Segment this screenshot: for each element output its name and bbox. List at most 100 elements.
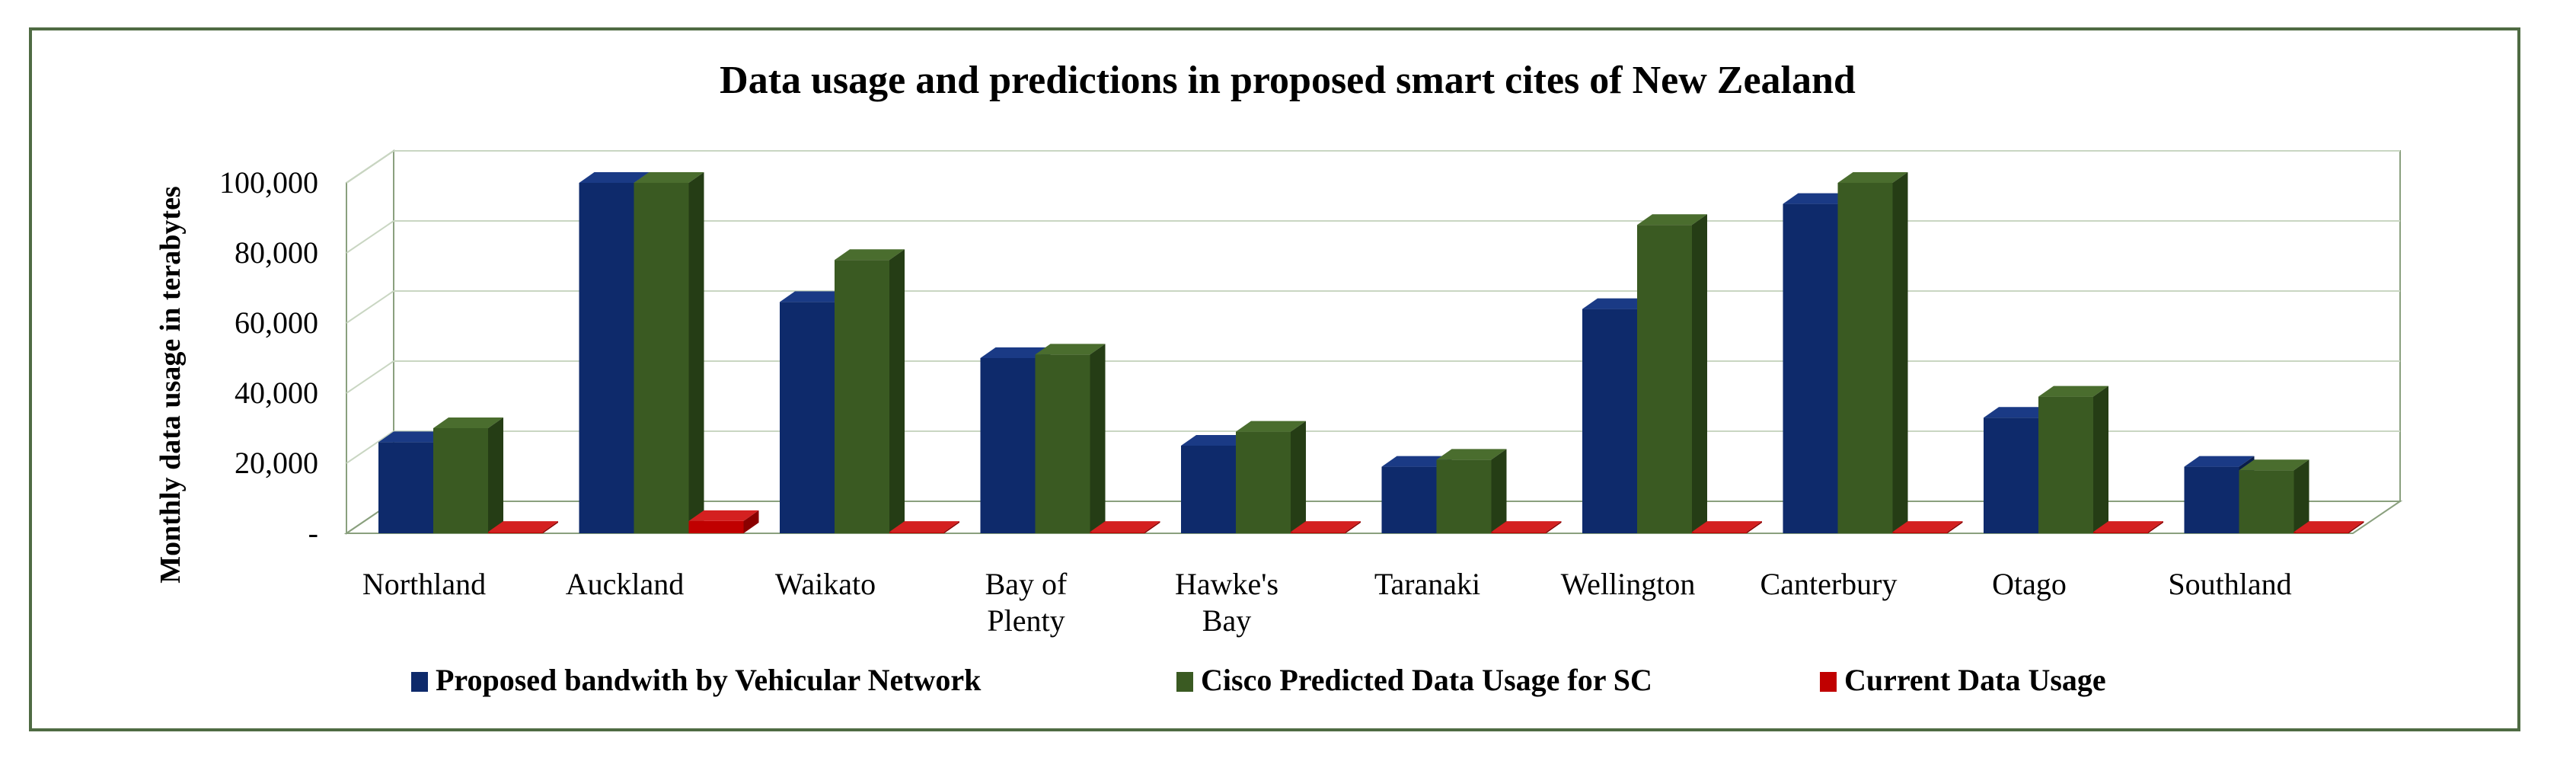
bar-front — [1837, 183, 1893, 533]
chart-title: Data usage and predictions in proposed s… — [720, 59, 1856, 102]
y-tick-label: 80,000 — [235, 235, 318, 270]
bar-front — [1892, 532, 1948, 533]
bar-front — [1582, 309, 1637, 533]
bar — [1436, 449, 1507, 533]
gridlines — [346, 150, 2400, 464]
bar — [488, 521, 558, 533]
bar — [1236, 421, 1306, 533]
bar-front — [1381, 466, 1437, 533]
bar-side — [1546, 521, 1562, 533]
bar-top — [2093, 521, 2163, 533]
bar-side — [2294, 459, 2309, 533]
bar-front — [1090, 532, 1145, 533]
bar-top — [1236, 421, 1306, 432]
bar-top — [579, 172, 650, 183]
bar — [2239, 459, 2309, 533]
bar-side — [2093, 386, 2108, 533]
bar-top — [1090, 521, 1160, 533]
legend-label: Proposed bandwith by Vehicular Network — [436, 663, 982, 697]
bar-top — [1181, 435, 1251, 446]
y-tick-label: 100,000 — [219, 165, 318, 200]
legend-swatch — [411, 672, 428, 692]
bar-side — [1291, 421, 1306, 533]
y-tick-label: - — [308, 516, 318, 550]
bar-top — [980, 347, 1051, 358]
bar-top — [2184, 456, 2255, 467]
bar-front — [488, 532, 543, 533]
bar-front — [1637, 225, 1692, 533]
bar-front — [378, 442, 433, 533]
bar — [1837, 172, 1908, 533]
bar — [1035, 344, 1106, 533]
bar — [1892, 521, 1963, 533]
bar-top — [1692, 521, 1762, 533]
bar-front — [579, 183, 634, 533]
x-tick-label: Plenty — [987, 603, 1065, 638]
bar-front — [2239, 470, 2294, 533]
bar — [1637, 214, 1707, 533]
bar-front — [1291, 532, 1345, 533]
bar-side — [1692, 214, 1707, 533]
bar-side — [743, 510, 759, 533]
x-tick-label: Hawke's — [1175, 567, 1278, 601]
bar-top — [2239, 459, 2309, 471]
bar-top — [1436, 449, 1507, 460]
bar — [634, 172, 704, 533]
gridline-depth — [346, 430, 394, 464]
bar-side — [2148, 521, 2163, 533]
bar — [433, 417, 503, 533]
bar-front — [2184, 466, 2239, 533]
bar-side — [889, 249, 905, 533]
bar — [1291, 521, 1361, 533]
bar-front — [634, 183, 689, 533]
x-tick-label: Bay — [1202, 603, 1251, 638]
gridline-depth — [346, 220, 394, 254]
x-tick-label: Otago — [1992, 567, 2067, 601]
bar — [1491, 521, 1562, 533]
bar-top — [488, 521, 558, 533]
x-tick-label: Wellington — [1561, 567, 1696, 601]
x-tick-label: Canterbury — [1760, 567, 1898, 601]
bar-side — [1090, 344, 1106, 533]
bar — [2294, 521, 2364, 533]
bar — [2038, 386, 2108, 533]
bar-top — [1381, 456, 1452, 467]
bar-front — [1783, 203, 1838, 533]
bar-front — [2294, 532, 2349, 533]
bar-top — [378, 431, 448, 443]
bar-side — [2348, 521, 2364, 533]
chart-frame — [29, 27, 2520, 731]
x-tick-label: Auckland — [566, 567, 685, 601]
x-tick-label: Waikato — [775, 567, 876, 601]
y-axis-ticks: - 20,000 40,000 60,000 80,000 100,000 — [219, 165, 318, 550]
x-tick-label: Taranaki — [1374, 567, 1480, 601]
bar-front — [433, 428, 488, 533]
bar-side — [1345, 521, 1361, 533]
bar-top — [780, 291, 850, 302]
bar-front — [780, 302, 835, 533]
bar-top — [1582, 298, 1652, 309]
gridline-depth — [346, 290, 394, 324]
bar-side — [688, 172, 704, 533]
bar — [2093, 521, 2163, 533]
bar-top — [1837, 172, 1908, 183]
bar — [835, 249, 905, 533]
bar-front — [1436, 459, 1492, 533]
legend: Proposed bandwith by Vehicular Network Ci… — [411, 663, 2106, 697]
bar-top — [835, 249, 905, 261]
bar-front — [1692, 532, 1747, 533]
y-tick-label: 20,000 — [235, 446, 318, 480]
y-tick-label: 40,000 — [235, 376, 318, 410]
bar-side — [1491, 449, 1507, 533]
bar-front — [688, 520, 744, 533]
bar-top — [433, 417, 503, 428]
bar-front — [1491, 532, 1547, 533]
bar-front — [835, 260, 889, 533]
legend-swatch — [1820, 672, 1837, 692]
x-tick-label: Northland — [362, 567, 486, 601]
bar-top — [1892, 521, 1963, 533]
bar-top — [2038, 386, 2108, 397]
bars — [378, 172, 2364, 533]
bar-front — [1035, 354, 1090, 533]
